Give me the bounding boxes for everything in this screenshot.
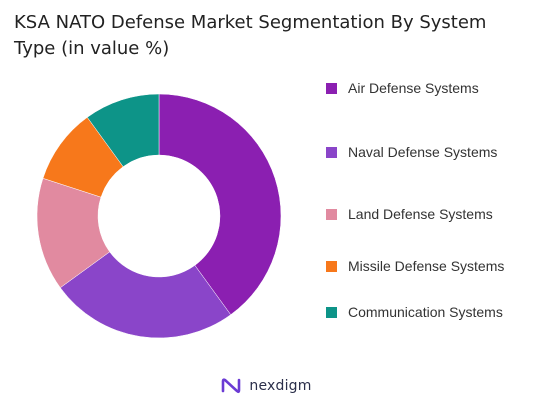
- nexdigm-logo-icon: [222, 378, 241, 394]
- donut-slice-communication-systems: [86, 93, 160, 167]
- chart-title: KSA NATO Defense Market Segmentation By …: [14, 12, 487, 59]
- legend-item-land-defense: Land Defense Systems: [326, 204, 493, 224]
- legend-swatch: [326, 82, 337, 94]
- legend-item-air-defense: Air Defense Systems: [326, 78, 479, 98]
- legend-item-naval-defense: Naval Defense Systems: [326, 142, 497, 162]
- donut-slice-naval-defense-systems: [59, 251, 232, 339]
- legend-label: Communication Systems: [348, 304, 503, 320]
- legend-swatch: [326, 306, 337, 318]
- legend-label: Naval Defense Systems: [348, 144, 498, 160]
- donut-slice-air-defense-systems: [158, 93, 282, 316]
- legend-swatch: [326, 146, 337, 158]
- legend-item-missile-defense: Missile Defense Systems: [326, 256, 504, 276]
- legend-label: Missile Defense Systems: [348, 258, 505, 274]
- legend-swatch: [326, 208, 337, 220]
- legend-label: Air Defense Systems: [348, 80, 479, 96]
- brand-name: nexdigm: [249, 378, 312, 394]
- legend-label: Land Defense Systems: [348, 206, 493, 222]
- legend-item-communication: Communication Systems: [326, 302, 503, 322]
- legend-swatch: [326, 260, 337, 272]
- brand-logo: nexdigm: [0, 377, 533, 395]
